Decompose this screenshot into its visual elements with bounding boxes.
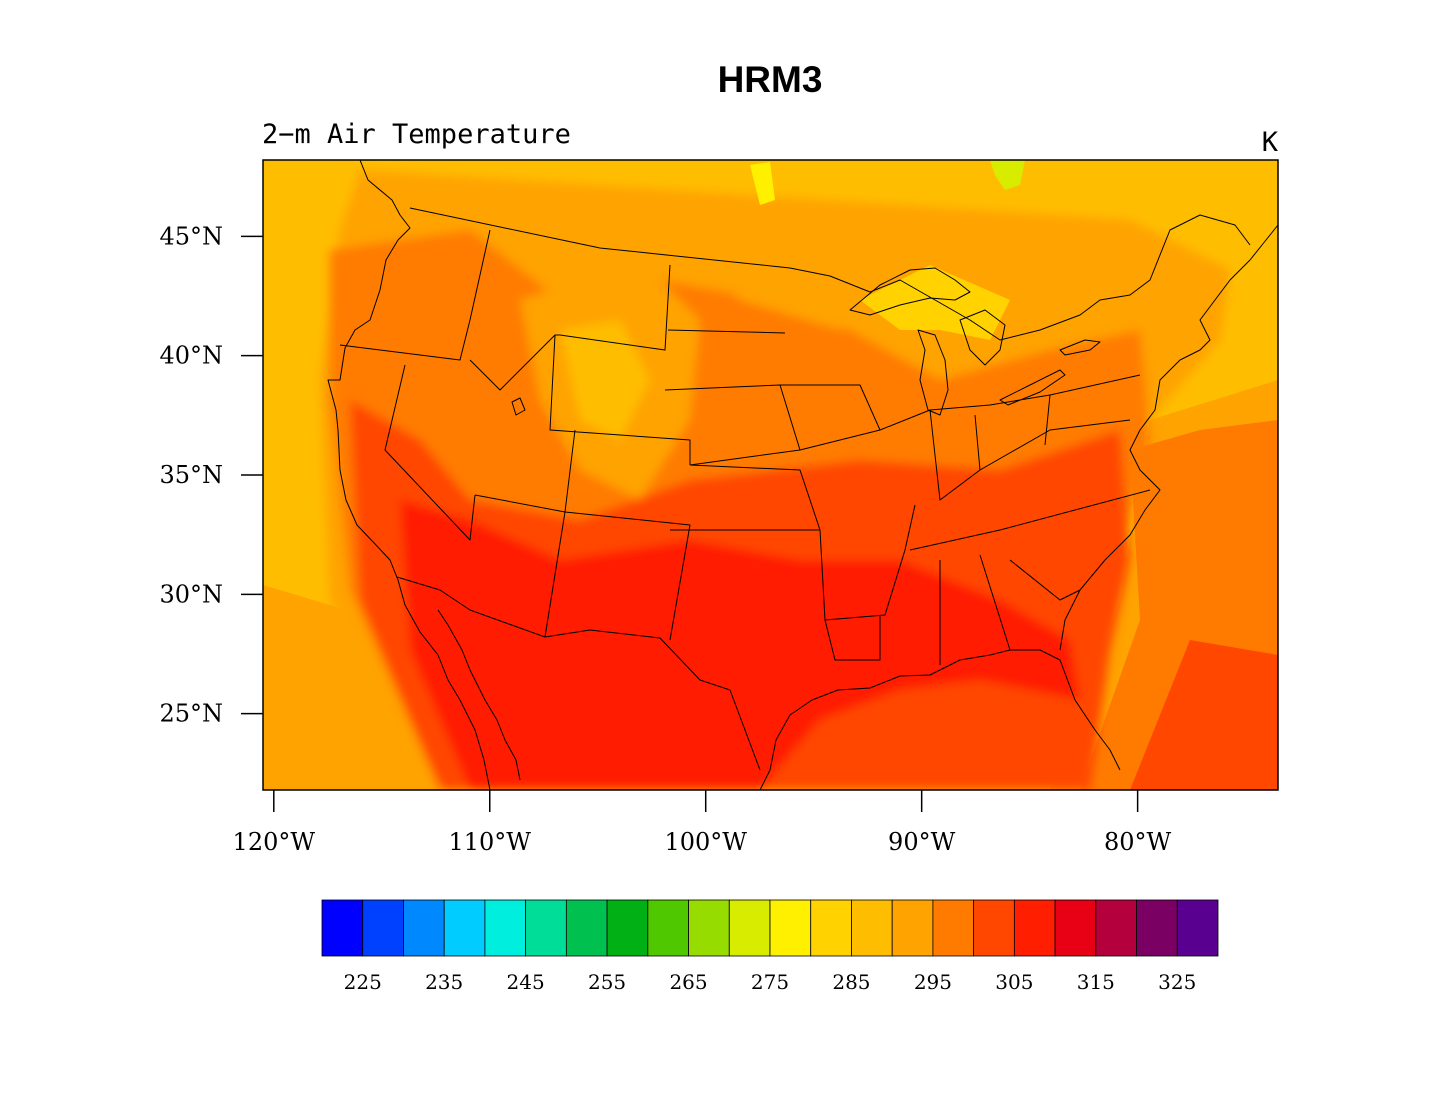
great-salt-lake <box>511 397 526 416</box>
variable-label: 2−m Air Temperature <box>262 119 571 150</box>
coastline-baja-east <box>437 609 521 781</box>
colorbar-label: 275 <box>751 970 789 994</box>
colorbar-swatch <box>769 899 812 957</box>
colorbar-swatch <box>362 899 404 957</box>
field-cool-north <box>690 200 900 330</box>
colorbar-swatch <box>728 899 771 957</box>
colorbar-swatch <box>606 899 649 957</box>
colorbar-swatch <box>810 899 852 957</box>
lake-ontario <box>1059 339 1101 356</box>
longitude-axis: 120°W 110°W 100°W 90°W 80°W <box>233 790 1172 856</box>
coastline-pacific <box>327 160 491 790</box>
colorbar-swatch <box>851 899 893 957</box>
state-borders <box>339 229 1151 665</box>
figure-title: HRM3 <box>718 59 823 100</box>
colorbar-swatch <box>403 899 445 957</box>
lake-michigan <box>917 329 949 416</box>
lat-tick-label: 35°N <box>159 461 223 489</box>
lon-tick-label: 120°W <box>233 828 316 856</box>
colorbar-label: 235 <box>425 970 463 994</box>
lake-superior <box>849 267 971 316</box>
coastline-gulf <box>759 649 1121 790</box>
lake-erie <box>999 369 1066 406</box>
colorbar-label: 265 <box>669 970 707 994</box>
colorbar-label: 325 <box>1158 970 1196 994</box>
colorbar-label: 285 <box>832 970 870 994</box>
field-gulf-hot <box>1130 640 1278 790</box>
colorbar-swatch <box>1054 899 1097 957</box>
colorbar-swatch <box>688 899 730 957</box>
lon-tick-label: 100°W <box>664 828 747 856</box>
colorbar-label: 305 <box>995 970 1033 994</box>
colorbar: 225 235 245 255 265 275 285 295 305 315 325 <box>321 899 1219 994</box>
colorbar-swatch <box>891 899 934 957</box>
lon-tick-label: 90°W <box>888 828 956 856</box>
lake-huron <box>959 309 1006 366</box>
coastline-atlantic <box>1059 224 1278 651</box>
lat-tick-label: 30°N <box>159 580 223 608</box>
lat-tick-label: 25°N <box>159 700 223 728</box>
colorbar-swatch <box>1095 899 1137 957</box>
field-southwest-extreme-2 <box>630 580 800 700</box>
lon-tick-label: 80°W <box>1104 828 1172 856</box>
lon-tick-label: 110°W <box>449 828 532 856</box>
colorbar-swatch <box>484 899 527 957</box>
lat-tick-label: 40°N <box>159 342 223 370</box>
colorbar-label: 295 <box>914 970 952 994</box>
border-canada <box>409 207 1251 341</box>
colorbar-swatch <box>973 899 1015 957</box>
colorbar-label: 245 <box>507 970 545 994</box>
colorbar-label: 315 <box>1077 970 1115 994</box>
temperature-field <box>263 160 1278 790</box>
colorbar-swatch <box>565 899 608 957</box>
lat-tick-label: 45°N <box>159 222 223 250</box>
map-boundaries <box>327 160 1278 790</box>
colorbar-swatch <box>443 899 486 957</box>
field-cool-hudson <box>990 160 1025 190</box>
colorbar-swatch <box>647 899 689 957</box>
border-mexico <box>396 576 761 771</box>
colorbar-swatch <box>1176 899 1219 957</box>
colorbar-swatch <box>932 899 975 957</box>
colorbar-swatch <box>321 899 364 957</box>
units-label: K <box>1262 127 1279 158</box>
colorbar-label: 225 <box>344 970 382 994</box>
field-cool-lake-winnipeg <box>750 162 775 205</box>
field-pacific-warm <box>263 585 440 790</box>
colorbar-label: 255 <box>588 970 626 994</box>
latitude-axis: 25°N 30°N 35°N 40°N 45°N <box>159 222 263 728</box>
colorbar-swatch <box>1136 899 1178 957</box>
colorbar-swatch <box>525 899 567 957</box>
colorbar-swatch <box>1013 899 1056 957</box>
field-cool-rockies-2 <box>560 320 650 440</box>
